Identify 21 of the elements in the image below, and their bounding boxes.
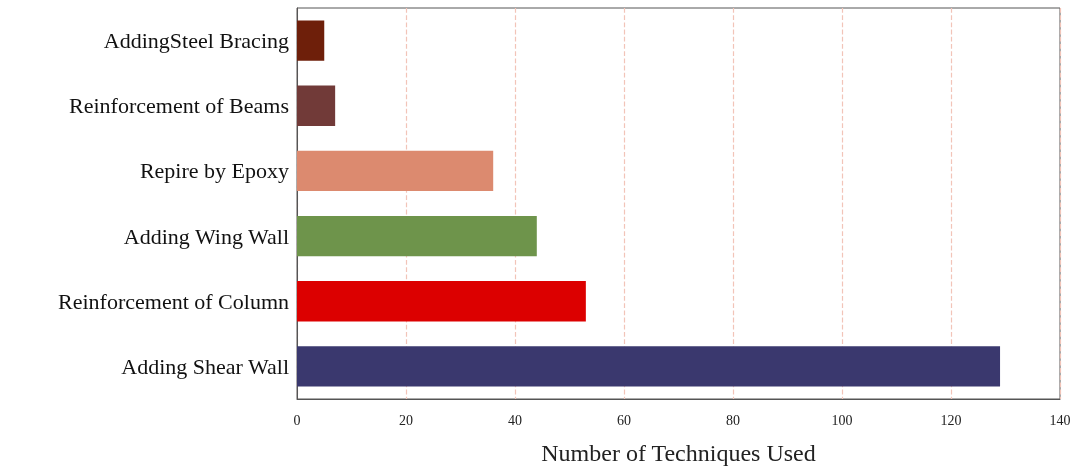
y-tick-label: Adding Wing Wall: [123, 223, 289, 249]
bar: [297, 215, 537, 257]
x-tick-label: 80: [726, 412, 740, 428]
y-tick-label: Reinforcement of Beams: [69, 93, 289, 119]
bar: [297, 85, 336, 126]
bar: [297, 346, 1001, 387]
y-tick-label: AddingSteel Bracing: [103, 28, 289, 54]
y-tick-label: Reinforcement of Column: [58, 288, 289, 314]
y-tick-label: Repire by Epoxy: [139, 158, 289, 184]
x-tick-label: 20: [399, 412, 413, 428]
x-tick-label: 100: [831, 412, 853, 428]
bar: [297, 150, 494, 192]
bar: [297, 20, 325, 61]
x-tick-label: 60: [617, 412, 631, 428]
x-tick-label: 120: [940, 412, 962, 428]
x-tick-label: 0: [293, 412, 301, 428]
x-tick-label: 40: [508, 412, 522, 428]
bar: [297, 281, 586, 322]
y-tick-label: Adding Shear Wall: [121, 353, 289, 379]
x-tick-label: 140: [1049, 412, 1071, 428]
x-axis-title: Number of Techniques Used: [541, 440, 816, 466]
